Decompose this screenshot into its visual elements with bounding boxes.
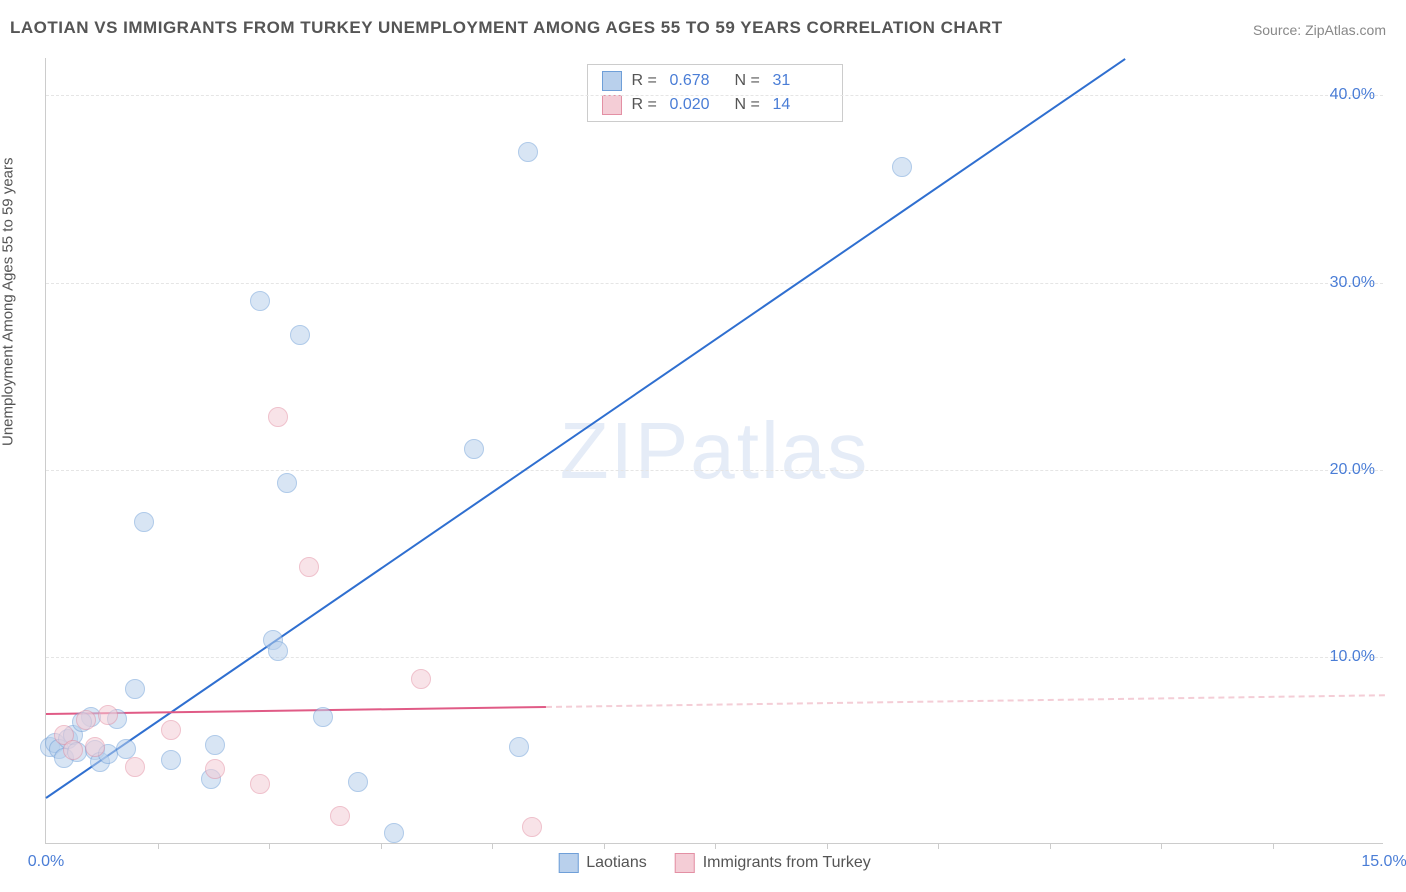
watermark: ZIPatlas [560,405,869,497]
gridline [46,95,1383,96]
x-tick-mark [1161,843,1162,849]
x-tick-mark [158,843,159,849]
stats-row: R = 0.678 N = 31 [588,69,842,93]
x-tick-mark [269,843,270,849]
n-label: N = [735,72,763,90]
scatter-point [313,707,333,727]
gridline [46,470,1383,471]
scatter-point [522,817,542,837]
watermark-atlas: atlas [690,406,869,495]
x-tick-mark [827,843,828,849]
scatter-point [268,641,288,661]
r-label: R = [632,96,660,114]
legend-item: Laotians [558,853,647,873]
scatter-point [518,142,538,162]
stats-legend: R = 0.678 N = 31 R = 0.020 N = 14 [587,64,843,122]
legend-item: Immigrants from Turkey [675,853,871,873]
scatter-point [299,557,319,577]
scatter-point [85,737,105,757]
watermark-zip: ZIP [560,406,690,495]
scatter-point [892,157,912,177]
scatter-point [464,439,484,459]
scatter-point [411,669,431,689]
regression-line-dashed [546,694,1384,708]
scatter-point [268,407,288,427]
scatter-point [161,720,181,740]
scatter-point [509,737,529,757]
chart-title: LAOTIAN VS IMMIGRANTS FROM TURKEY UNEMPL… [10,18,1003,38]
stats-row: R = 0.020 N = 14 [588,93,842,117]
scatter-point [205,759,225,779]
scatter-point [277,473,297,493]
scatter-point [98,705,118,725]
x-tick-label: 0.0% [28,853,64,871]
y-tick-label: 30.0% [1330,274,1375,292]
x-tick-mark [1273,843,1274,849]
r-value: 0.678 [670,72,725,90]
scatter-point [116,739,136,759]
x-tick-mark [492,843,493,849]
plot-area: ZIPatlas R = 0.678 N = 31 R = 0.020 N = … [45,58,1383,844]
legend-label: Laotians [586,854,647,872]
scatter-point [330,806,350,826]
r-value: 0.020 [670,96,725,114]
gridline [46,283,1383,284]
scatter-point [205,735,225,755]
scatter-point [384,823,404,843]
scatter-point [161,750,181,770]
swatch-icon [602,95,622,115]
scatter-point [125,679,145,699]
n-value: 31 [773,72,828,90]
legend-label: Immigrants from Turkey [703,854,871,872]
bottom-legend: Laotians Immigrants from Turkey [558,853,871,873]
x-tick-mark [715,843,716,849]
n-value: 14 [773,96,828,114]
swatch-icon [558,853,578,873]
x-tick-mark [938,843,939,849]
scatter-point [250,774,270,794]
x-tick-label: 15.0% [1361,853,1406,871]
r-label: R = [632,72,660,90]
y-tick-label: 40.0% [1330,86,1375,104]
scatter-point [76,710,96,730]
x-tick-mark [1050,843,1051,849]
n-label: N = [735,96,763,114]
scatter-point [290,325,310,345]
gridline [46,657,1383,658]
scatter-point [125,757,145,777]
scatter-point [250,291,270,311]
x-tick-mark [604,843,605,849]
swatch-icon [602,71,622,91]
x-tick-mark [381,843,382,849]
swatch-icon [675,853,695,873]
y-tick-label: 20.0% [1330,461,1375,479]
y-axis-label: Unemployment Among Ages 55 to 59 years [0,157,17,446]
regression-line [45,58,1125,799]
scatter-point [134,512,154,532]
y-tick-label: 10.0% [1330,648,1375,666]
source-label: Source: ZipAtlas.com [1253,22,1386,38]
scatter-point [348,772,368,792]
scatter-point [63,740,83,760]
